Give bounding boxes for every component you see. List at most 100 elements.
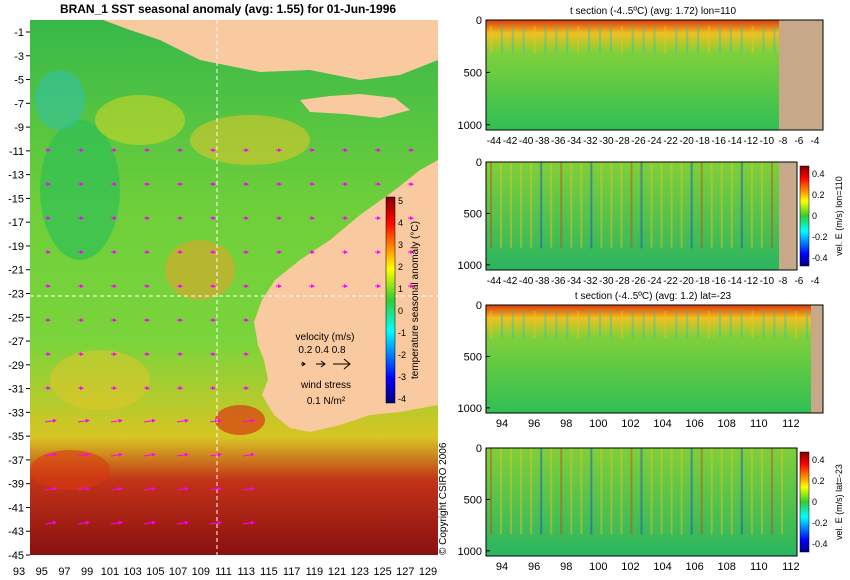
section-streak bbox=[550, 162, 553, 249]
lat-tick-label: -3 bbox=[14, 51, 24, 63]
section-streak bbox=[588, 311, 591, 338]
section-x-tick-label: -38 bbox=[535, 276, 550, 287]
section-x-tick-label: 100 bbox=[589, 561, 607, 573]
section-x-tick-label: 98 bbox=[560, 418, 572, 430]
sst-colorbar-tick: -2 bbox=[398, 350, 406, 360]
lat-tick-label: -15 bbox=[8, 193, 24, 205]
section-x-tick-label: 112 bbox=[782, 418, 800, 430]
section-streak bbox=[740, 162, 743, 249]
section-streak bbox=[653, 26, 656, 54]
lat-tick-label: -1 bbox=[14, 27, 24, 39]
section-x-tick-label: 106 bbox=[685, 561, 703, 573]
section-streak bbox=[555, 311, 558, 338]
section-x-tick-label: -10 bbox=[760, 136, 775, 147]
depth-tick-label: 1000 bbox=[458, 403, 482, 415]
section-streak bbox=[751, 26, 754, 54]
section-streak bbox=[631, 311, 634, 338]
section-x-tick-label: -6 bbox=[794, 276, 803, 287]
section-x-tick-label: 94 bbox=[496, 418, 508, 430]
section-streak bbox=[511, 311, 514, 338]
wind-arrow bbox=[44, 452, 57, 457]
section-streak bbox=[550, 448, 553, 535]
velocity-colorbar-tick: 0 bbox=[812, 211, 817, 221]
lat-tick-label: -9 bbox=[14, 122, 24, 134]
section-streak bbox=[720, 162, 723, 249]
wind-arrow bbox=[143, 520, 156, 525]
section-streak bbox=[680, 162, 683, 249]
section-x-tick-label: -30 bbox=[599, 276, 614, 287]
section-streak bbox=[642, 311, 645, 338]
section-streak bbox=[599, 311, 601, 338]
section-streak bbox=[500, 311, 503, 338]
panel-field bbox=[486, 162, 797, 270]
section-streak bbox=[730, 448, 733, 535]
longitude-axis: 93 95 97 99 101 103 105 107 109 111 113 115 117 119 12… bbox=[13, 566, 437, 578]
lat-tick-label: -7 bbox=[14, 98, 24, 110]
velocity-colorbar-tick: -0.4 bbox=[812, 253, 828, 263]
sst-colorbar-label: temperature seasonal anomaly (°C) bbox=[410, 221, 421, 379]
section-streak bbox=[640, 448, 643, 535]
section-streak bbox=[620, 448, 623, 535]
section-streak bbox=[609, 311, 612, 338]
section-streak bbox=[710, 448, 713, 535]
section-streak bbox=[784, 311, 787, 338]
section-streak bbox=[795, 311, 798, 338]
sst-colorbar-tick: -3 bbox=[398, 372, 406, 382]
wind-arrow bbox=[77, 418, 90, 423]
wind-arrow bbox=[143, 418, 156, 423]
section-streak bbox=[600, 162, 603, 249]
velocity-colorbar-tick: 0.4 bbox=[812, 169, 825, 179]
map-title: BRAN_1 SST seasonal anomaly (avg: 1.55) … bbox=[60, 2, 396, 16]
section-x-tick-label: -32 bbox=[583, 136, 598, 147]
wind-arrow bbox=[242, 418, 255, 423]
section-streak bbox=[533, 26, 536, 54]
section-streak bbox=[490, 311, 492, 338]
section-streak bbox=[555, 26, 558, 54]
section-x-tick-label: 110 bbox=[750, 418, 768, 430]
section-x-tick-label: -14 bbox=[728, 136, 743, 147]
section-x-tick-label: -28 bbox=[615, 276, 630, 287]
panel-vel_e_lat23: 0 500 1000 94 96 98 100 102 104 106 108 110 112 0.4 0.… bbox=[458, 443, 844, 573]
section-streak bbox=[522, 311, 525, 338]
section-streak bbox=[588, 26, 591, 54]
section-x-tick-label: -16 bbox=[711, 276, 726, 287]
wind-arrow bbox=[110, 452, 123, 457]
sst-colorbar-tick: 2 bbox=[398, 262, 403, 272]
section-x-tick-label: 102 bbox=[621, 418, 639, 430]
section-land bbox=[779, 162, 797, 270]
wind-legend-title: wind stress bbox=[300, 380, 351, 391]
section-x-tick-label: 102 bbox=[621, 561, 639, 573]
section-streak bbox=[770, 448, 773, 535]
section-streak bbox=[664, 311, 667, 338]
section-land bbox=[811, 305, 823, 413]
section-x-tick-label: -30 bbox=[599, 136, 614, 147]
section-streak bbox=[729, 311, 732, 338]
lat-tick-label: -13 bbox=[8, 170, 24, 182]
section-x-tick-label: 110 bbox=[750, 561, 768, 573]
section-streak bbox=[697, 311, 700, 338]
section-streak bbox=[533, 311, 536, 338]
sst-colorbar: 5 4 3 2 1 0 -1 -2 -3 -4 temperature seasonal anom… bbox=[385, 196, 421, 404]
section-streak bbox=[599, 26, 601, 54]
section-streak bbox=[630, 448, 633, 535]
section-streak bbox=[740, 448, 743, 535]
velocity-colorbar-tick: 0.4 bbox=[812, 455, 825, 465]
sst-colorbar-scale bbox=[385, 196, 396, 404]
section-x-tick-label: -44 bbox=[487, 276, 502, 287]
section-x-tick-label: 98 bbox=[560, 561, 572, 573]
lon-tick-label: 95 bbox=[36, 566, 48, 578]
lat-tick-label: -19 bbox=[8, 241, 24, 253]
section-x-tick-label: -34 bbox=[567, 276, 582, 287]
lon-tick-label: 119 bbox=[306, 566, 324, 578]
section-streak bbox=[660, 448, 663, 535]
wind-arrow bbox=[242, 486, 255, 491]
section-streak bbox=[544, 311, 547, 338]
section-streak bbox=[566, 26, 569, 54]
section-x-tick-label: -12 bbox=[744, 276, 759, 287]
depth-tick-label: 1000 bbox=[458, 120, 482, 132]
lon-tick-label: 103 bbox=[123, 566, 141, 578]
velocity-colorbar bbox=[799, 451, 810, 553]
depth-tick-label: 500 bbox=[464, 208, 482, 220]
panel-frame bbox=[485, 447, 798, 557]
